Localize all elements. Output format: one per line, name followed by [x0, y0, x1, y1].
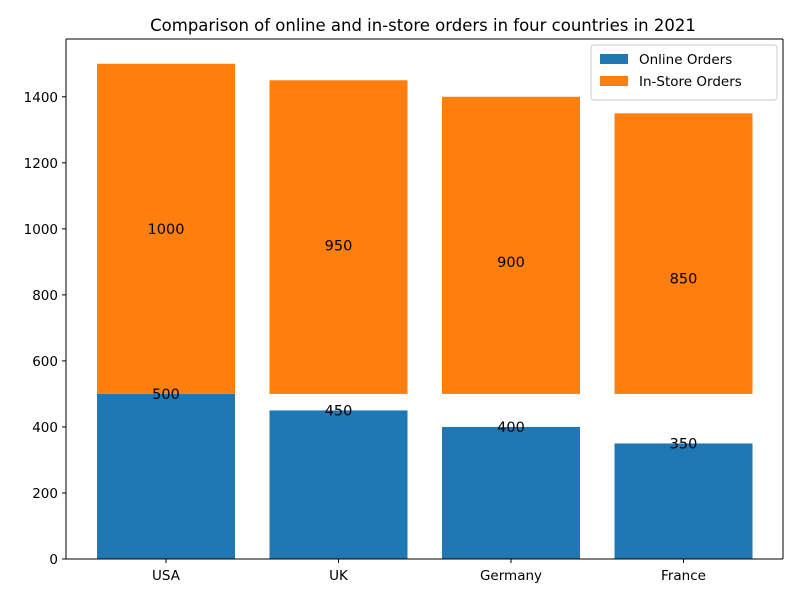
bar-online-orders-usa: [97, 393, 235, 559]
x-tick-label: France: [661, 568, 706, 584]
data-label: 400: [497, 420, 525, 436]
bar-in-store-orders-germany: [442, 96, 580, 394]
bar-in-store-orders-usa: [97, 63, 235, 394]
bar-online-orders-germany: [442, 426, 580, 559]
y-tick-label: 800: [32, 288, 58, 304]
bar-in-store-orders-uk: [269, 80, 408, 394]
x-tick-label: USA: [152, 568, 181, 584]
y-tick-label: 1400: [24, 90, 58, 106]
data-label: 1000: [148, 222, 185, 238]
y-tick-label: 600: [32, 354, 58, 370]
data-label: 450: [325, 403, 353, 419]
bars-layer: [97, 63, 753, 559]
legend-label: In-Store Orders: [639, 74, 742, 90]
data-labels-layer: 500 450 400 350 1000 950 900 850: [148, 222, 698, 453]
legend-swatch: [600, 54, 628, 64]
axes-layer: 0 200 400 600 800 1000 1200 1400 USA UK Germany Fra…: [24, 38, 784, 584]
y-tick-label: 400: [32, 420, 58, 436]
chart-title: Comparison of online and in-store orders…: [150, 16, 696, 35]
bar-in-store-orders-france: [614, 113, 753, 394]
bar-online-orders-france: [614, 443, 753, 559]
y-tick-label: 200: [32, 486, 58, 502]
y-tick-label: 1200: [24, 156, 58, 172]
legend: Online Orders In-Store Orders: [590, 44, 778, 101]
data-label: 500: [152, 387, 180, 403]
data-label: 350: [670, 436, 698, 452]
y-tick-label: 1000: [24, 222, 58, 238]
y-tick-label: 0: [49, 552, 58, 568]
bar-online-orders-uk: [269, 410, 408, 559]
data-label: 850: [670, 271, 698, 287]
legend-swatch: [600, 76, 628, 86]
x-tick-label: Germany: [480, 568, 542, 584]
data-label: 950: [325, 238, 353, 254]
legend-box: [590, 44, 778, 101]
x-tick-label: UK: [329, 568, 349, 584]
legend-label: Online Orders: [639, 52, 732, 68]
data-label: 900: [497, 255, 525, 271]
